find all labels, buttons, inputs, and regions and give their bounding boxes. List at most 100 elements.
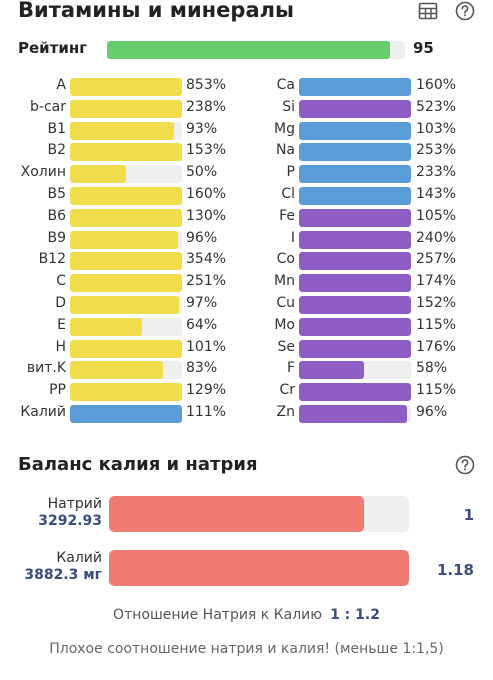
nutrient-name: P bbox=[286, 164, 295, 181]
nutrient-row: Se 176% bbox=[0, 338, 493, 360]
nutrient-value: 129% bbox=[186, 382, 227, 399]
sodium-bar bbox=[109, 496, 409, 532]
nutrient-name: Холин bbox=[20, 164, 66, 181]
nutrient-value: 130% bbox=[186, 207, 227, 224]
nutrient-value: 143% bbox=[416, 186, 457, 202]
nutrient-bar bbox=[299, 274, 411, 293]
nutrient-bar bbox=[70, 339, 182, 358]
nutrient-row: B5 160% bbox=[0, 185, 493, 207]
sodium-bar-fill bbox=[109, 496, 364, 532]
nutrient-bar-fill bbox=[299, 339, 411, 358]
nutrient-value: 50% bbox=[186, 164, 218, 181]
nutrient-bar bbox=[70, 230, 182, 249]
nutrient-bar-fill bbox=[70, 296, 179, 314]
ratio-value: 1 : 1.2 bbox=[330, 607, 380, 623]
potassium-label: Калий bbox=[56, 550, 102, 566]
section-title: Витамины и минералы bbox=[18, 0, 294, 22]
nutrient-name: Mo bbox=[274, 316, 295, 333]
nutrient-bar-fill bbox=[299, 405, 407, 423]
nutrient-value: 64% bbox=[186, 316, 218, 333]
nutrient-name: Na bbox=[275, 142, 295, 159]
nutrient-bar-fill bbox=[70, 274, 182, 293]
nutrient-bar-fill bbox=[299, 252, 411, 271]
nutrient-bar-fill bbox=[299, 187, 411, 205]
nutrient-bar-fill bbox=[70, 143, 182, 162]
rating-label: Рейтинг bbox=[18, 39, 88, 57]
help-button[interactable] bbox=[455, 1, 475, 21]
table-view-button[interactable] bbox=[418, 1, 438, 21]
nutrient-bar-fill bbox=[299, 99, 411, 118]
nutrient-name: I bbox=[290, 229, 295, 246]
nutrient-name: Mn bbox=[274, 273, 295, 290]
nutrient-name: C bbox=[56, 273, 66, 290]
nutrient-bar bbox=[299, 383, 411, 402]
nutrient-bar bbox=[299, 317, 411, 336]
nutrient-bar-fill bbox=[70, 405, 182, 423]
nutrient-row: B2 153% bbox=[0, 141, 493, 163]
nutrient-row: P 233% bbox=[0, 163, 493, 185]
nutrient-name: B1 bbox=[47, 120, 66, 137]
nutrient-name: B12 bbox=[38, 251, 66, 268]
nutrient-name: B9 bbox=[47, 229, 66, 246]
nutrient-name: Mg bbox=[274, 120, 295, 137]
nutrient-name: Zn bbox=[276, 404, 295, 420]
nutrient-name: Cu bbox=[276, 295, 295, 311]
nutrient-row: D 97% bbox=[0, 294, 493, 316]
table-icon bbox=[418, 2, 438, 20]
nutrient-value: 176% bbox=[416, 338, 457, 355]
help-icon bbox=[455, 1, 475, 21]
nutrient-bar bbox=[299, 165, 411, 184]
nutrient-value: 257% bbox=[416, 251, 457, 268]
nutrient-bar bbox=[299, 208, 411, 227]
nutrient-row: Co 257% bbox=[0, 250, 493, 272]
balance-help-button[interactable] bbox=[455, 455, 475, 475]
nutrient-bar bbox=[299, 339, 411, 358]
nutrient-row: PP 129% bbox=[0, 381, 493, 403]
nutrient-value: 115% bbox=[416, 316, 457, 333]
nutrient-bar-fill bbox=[70, 252, 182, 271]
nutrient-bar bbox=[70, 405, 182, 423]
nutrient-name: Калий bbox=[20, 404, 66, 420]
sodium-ratio: 1 bbox=[463, 506, 474, 524]
nutrient-name: H bbox=[55, 338, 66, 355]
nutrient-value: 523% bbox=[416, 98, 457, 115]
nutrient-bar-fill bbox=[70, 383, 182, 402]
nutrient-row: Mo 115% bbox=[0, 316, 493, 338]
nutrient-bar bbox=[70, 208, 182, 227]
nutrient-row: Na 253% bbox=[0, 141, 493, 163]
nutrient-row: I 240% bbox=[0, 229, 493, 251]
nutrient-name: PP bbox=[49, 382, 66, 399]
nutrient-row: B6 130% bbox=[0, 207, 493, 229]
nutrient-row: H 101% bbox=[0, 338, 493, 360]
nutrient-name: Fe bbox=[279, 207, 295, 224]
nutrient-row: Mg 103% bbox=[0, 120, 493, 142]
nutrient-name: D bbox=[55, 295, 66, 311]
nutrient-value: 97% bbox=[186, 295, 218, 311]
nutrient-row: B9 96% bbox=[0, 229, 493, 251]
nutrient-value: 58% bbox=[416, 360, 448, 377]
nutrient-value: 160% bbox=[186, 186, 227, 202]
nutrient-bar-fill bbox=[70, 317, 142, 336]
nutrient-bar bbox=[70, 187, 182, 205]
nutrient-bar-fill bbox=[299, 274, 411, 293]
nutrient-value: 105% bbox=[416, 207, 457, 224]
nutrient-bar-fill bbox=[299, 383, 411, 402]
help-icon bbox=[455, 455, 475, 475]
nutrient-bar bbox=[299, 230, 411, 249]
nutrient-name: E bbox=[57, 316, 66, 333]
nutrient-value: 101% bbox=[186, 338, 227, 355]
nutrient-bar bbox=[70, 165, 182, 184]
nutrient-bar-fill bbox=[70, 208, 182, 227]
nutrient-value: 103% bbox=[416, 120, 457, 137]
nutrient-bar-fill bbox=[299, 296, 411, 314]
nutrient-value: 83% bbox=[186, 360, 218, 377]
nutrient-row: A 853% bbox=[0, 76, 493, 98]
nutrient-row: E 64% bbox=[0, 316, 493, 338]
potassium-amount: 3882.3 мг bbox=[24, 567, 102, 583]
nutrient-bar bbox=[299, 121, 411, 140]
potassium-bar-fill bbox=[109, 550, 409, 586]
nutrient-value: 238% bbox=[186, 98, 227, 115]
nutrient-row: C 251% bbox=[0, 272, 493, 294]
nutrient-value: 115% bbox=[416, 382, 457, 399]
sodium-amount: 3292.93 bbox=[38, 513, 102, 529]
